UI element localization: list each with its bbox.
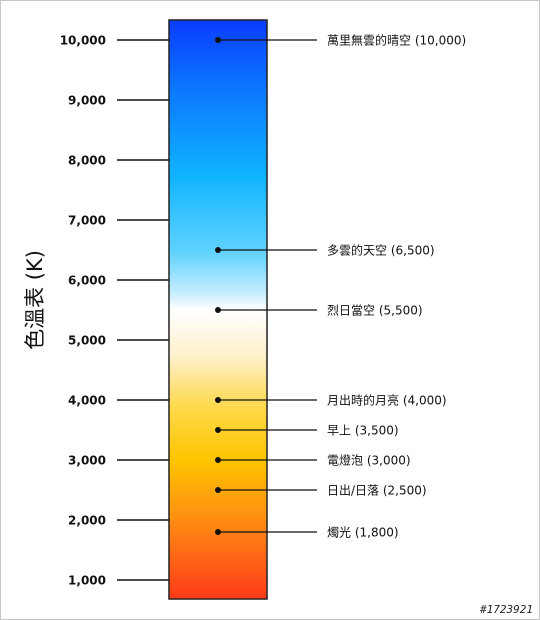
watermark: #1723921 <box>479 603 533 616</box>
annotation-label: 日出/日落 (2,500) <box>327 484 427 498</box>
tick-label: 2,000 <box>68 514 106 528</box>
annotation-label: 多雲的天空 (6,500) <box>327 243 435 258</box>
tick-label: 5,000 <box>68 334 106 348</box>
tick-label: 3,000 <box>68 454 106 468</box>
annotation-label: 早上 (3,500) <box>327 424 399 438</box>
tick-label: 1,000 <box>68 574 106 588</box>
tick-label: 4,000 <box>68 394 106 408</box>
tick-group: 1,000 2,000 3,000 4,000 5,000 6,000 7,000 8,000… <box>60 34 169 588</box>
annotation-dot <box>215 307 221 313</box>
annotation-label: 燭光 (1,800) <box>327 526 399 540</box>
annotation-dot <box>215 487 221 493</box>
axis-title: 色溫表 (K) <box>23 250 47 350</box>
annotation-label: 烈日當空 (5,500) <box>327 304 423 318</box>
tick-label: 6,000 <box>68 274 106 288</box>
annotation-group: 萬里無雲的晴空 (10,000) 多雲的天空 (6,500) 烈日當空 (5,500… <box>215 33 466 540</box>
annotation-dot <box>215 247 221 253</box>
annotation-dot <box>215 529 221 535</box>
tick-label: 7,000 <box>68 214 106 228</box>
annotation-label: 萬里無雲的晴空 (10,000) <box>327 33 466 48</box>
annotation-label: 月出時的月亮 (4,000) <box>327 393 447 408</box>
annotation-dot <box>215 37 221 43</box>
tick-label: 8,000 <box>68 154 106 168</box>
annotation-dot <box>215 457 221 463</box>
annotation-label: 電燈泡 (3,000) <box>327 453 411 468</box>
tick-label: 9,000 <box>68 94 106 108</box>
annotation-dot <box>215 397 221 403</box>
annotation-dot <box>215 427 221 433</box>
tick-label: 10,000 <box>60 34 106 48</box>
